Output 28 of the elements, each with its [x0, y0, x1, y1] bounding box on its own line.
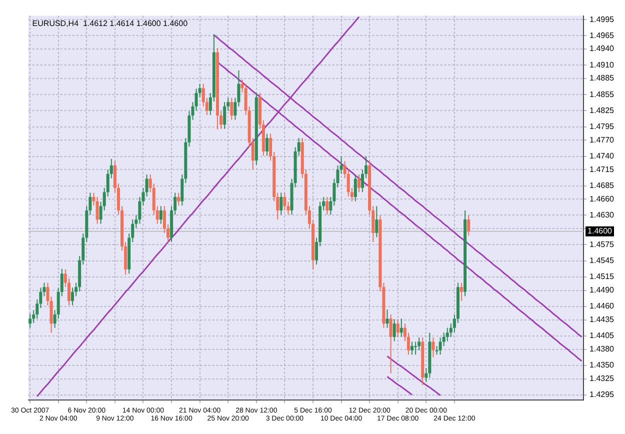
- y-tick-label: 1.4685: [590, 180, 615, 190]
- y-tick-label: 1.4885: [590, 74, 615, 83]
- y-tick-label: 1.4995: [590, 14, 615, 24]
- y-tick-label: 1.4405: [590, 331, 615, 340]
- y-tick-label: 1.4825: [590, 106, 615, 115]
- y-tick-label: 1.4295: [590, 390, 615, 400]
- chart-title: EURUSD,H4 1.4612 1.4614 1.4600 1.4600: [32, 19, 188, 28]
- y-tick-label: 1.4435: [590, 314, 615, 324]
- y-tick-label: 1.4715: [590, 164, 615, 174]
- candlestick: [414, 342, 418, 355]
- y-tick-label: 1.4910: [590, 60, 615, 70]
- y-tick-label: 1.4940: [590, 44, 615, 54]
- y-tick-label: 1.4630: [590, 210, 615, 220]
- y-tick-label: 1.4380: [590, 344, 615, 354]
- y-tick-label: 1.4575: [590, 240, 615, 249]
- y-tick-label: 1.4740: [590, 151, 615, 160]
- y-tick-label: 1.4795: [590, 122, 615, 131]
- y-tick-label: 1.4545: [590, 256, 615, 266]
- y-tick-label: 1.4965: [590, 30, 615, 40]
- y-tick-label: 1.4460: [590, 302, 615, 311]
- y-tick-label: 1.4350: [590, 360, 615, 370]
- y-tick-label: 1.4325: [590, 374, 615, 383]
- y-tick-label: 1.4515: [590, 272, 615, 282]
- y-tick-label: 1.4490: [590, 286, 615, 294]
- y-tick-label: 1.4770: [590, 135, 615, 144]
- y-tick-label: 1.4855: [590, 90, 615, 99]
- ref-line-label: 1.4600: [588, 226, 613, 236]
- y-tick-label: 1.4660: [590, 194, 615, 204]
